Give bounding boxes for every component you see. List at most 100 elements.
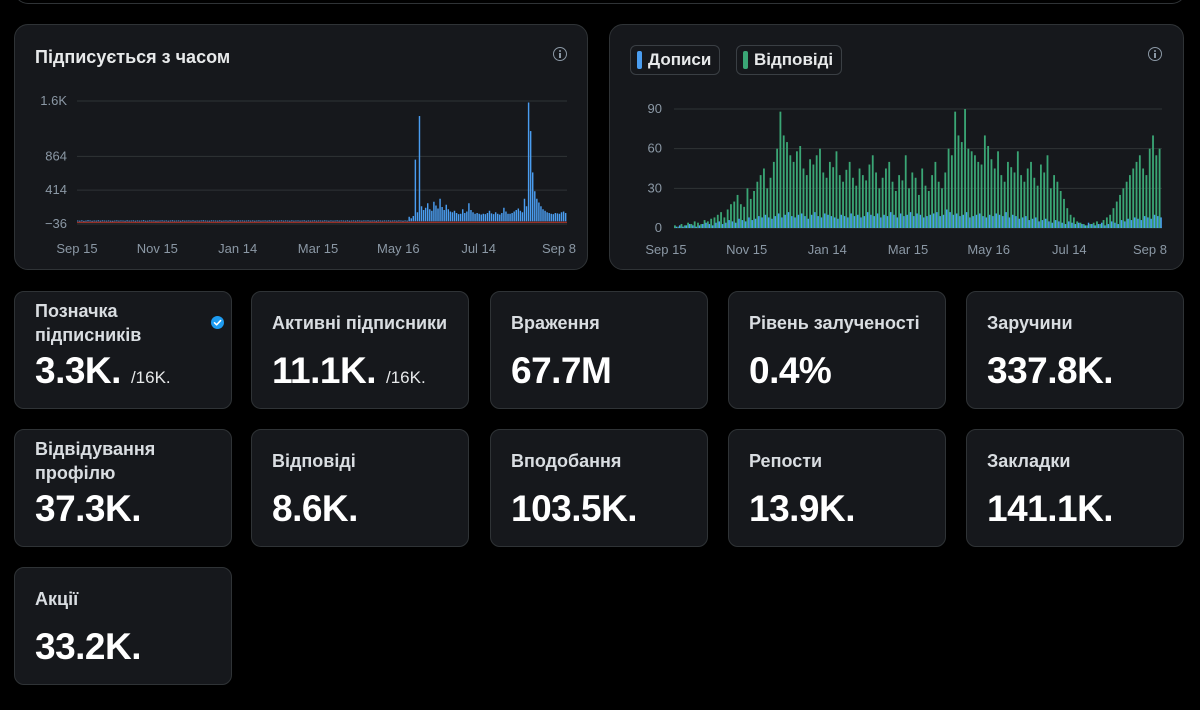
bar (558, 213, 561, 222)
bar-posts (827, 214, 829, 228)
bar (517, 208, 520, 222)
bar (243, 220, 246, 222)
bar-posts (784, 214, 786, 228)
bar (357, 220, 359, 222)
bar-replies (799, 146, 802, 228)
y-tick-label: −36 (45, 216, 67, 231)
bar-posts (1094, 225, 1096, 228)
bar (492, 214, 495, 222)
info-icon[interactable] (553, 47, 567, 61)
bar-replies (990, 159, 993, 228)
bar (313, 220, 316, 222)
bar-posts (1120, 220, 1123, 228)
bar (387, 220, 390, 222)
bar (326, 220, 328, 222)
bar-replies (947, 148, 950, 228)
bar-posts (955, 213, 958, 228)
bar-replies (766, 188, 769, 228)
bar (513, 211, 515, 222)
top-panel-edge (14, 0, 1186, 4)
bar (184, 220, 186, 222)
bar (266, 220, 268, 222)
bar-posts (896, 217, 899, 228)
bar (455, 213, 458, 222)
bar-replies (1076, 221, 1079, 228)
bar (408, 216, 410, 222)
bar-posts (1110, 221, 1113, 228)
bar-replies (997, 151, 999, 228)
bar (515, 210, 517, 222)
bar (264, 220, 266, 222)
bar-posts (761, 217, 763, 228)
bar-replies (1158, 148, 1161, 228)
bar-replies (1092, 222, 1095, 228)
stat-card-replies: Відповіді 8.6K. (251, 429, 469, 547)
stat-label: Рівень залученості (749, 313, 920, 333)
bar-posts (767, 217, 770, 228)
bar (260, 220, 262, 222)
legend-posts[interactable]: Дописи (630, 45, 721, 75)
bar-replies (1115, 201, 1118, 228)
bar-replies (1003, 181, 1006, 228)
bar-posts (1048, 221, 1050, 228)
stat-value: 37.3K. (35, 488, 142, 529)
bar (503, 207, 505, 222)
bar (122, 220, 124, 222)
bar (319, 220, 322, 222)
bar-posts (1011, 214, 1014, 228)
bar (424, 207, 427, 222)
bar (459, 213, 462, 222)
stat-label: Відвідування профілю (35, 439, 156, 483)
bar-replies (1016, 151, 1019, 228)
bar-replies (819, 148, 821, 228)
legend-swatch-replies (743, 51, 748, 69)
bar-posts (1157, 216, 1159, 228)
bar-replies (1119, 194, 1121, 228)
bar-replies (710, 218, 713, 228)
bar (527, 102, 530, 222)
stat-value: 8.6K. (272, 488, 358, 529)
bar (114, 220, 116, 222)
bar (107, 220, 110, 222)
bar-posts (979, 213, 981, 228)
bar (435, 205, 437, 222)
bar-replies (739, 204, 742, 228)
bar (274, 220, 277, 222)
bar-replies (838, 175, 841, 228)
bar (474, 213, 476, 222)
bar-replies (931, 175, 933, 228)
bar (336, 220, 338, 222)
bar-posts (1077, 222, 1080, 228)
bar-replies (1155, 155, 1158, 228)
bar-posts (1084, 225, 1086, 228)
bar (365, 220, 367, 222)
bar-replies (957, 135, 960, 228)
bar (536, 198, 538, 222)
bar (371, 220, 373, 222)
bar (198, 220, 200, 222)
legend-replies[interactable]: Відповіді (736, 45, 843, 75)
bar-posts (718, 221, 720, 228)
bar (346, 220, 349, 222)
bar-replies (822, 172, 825, 228)
bar (389, 220, 392, 222)
bar (554, 213, 557, 222)
bar (431, 210, 433, 222)
bar-posts (972, 216, 974, 228)
bar-replies (1053, 175, 1055, 228)
bar-posts (1150, 218, 1152, 228)
bar (109, 220, 112, 222)
bar-posts (909, 212, 912, 228)
bar-posts (1107, 224, 1110, 228)
bar (369, 220, 371, 222)
bar-posts (741, 220, 744, 228)
bar (206, 220, 209, 222)
bar-replies (1142, 168, 1145, 228)
bar-posts (744, 221, 747, 228)
bar-posts (952, 214, 955, 228)
bar-posts (903, 216, 905, 228)
bar (233, 220, 235, 222)
bar (406, 220, 408, 222)
info-icon[interactable] (1148, 47, 1162, 61)
bar-posts (860, 217, 862, 228)
